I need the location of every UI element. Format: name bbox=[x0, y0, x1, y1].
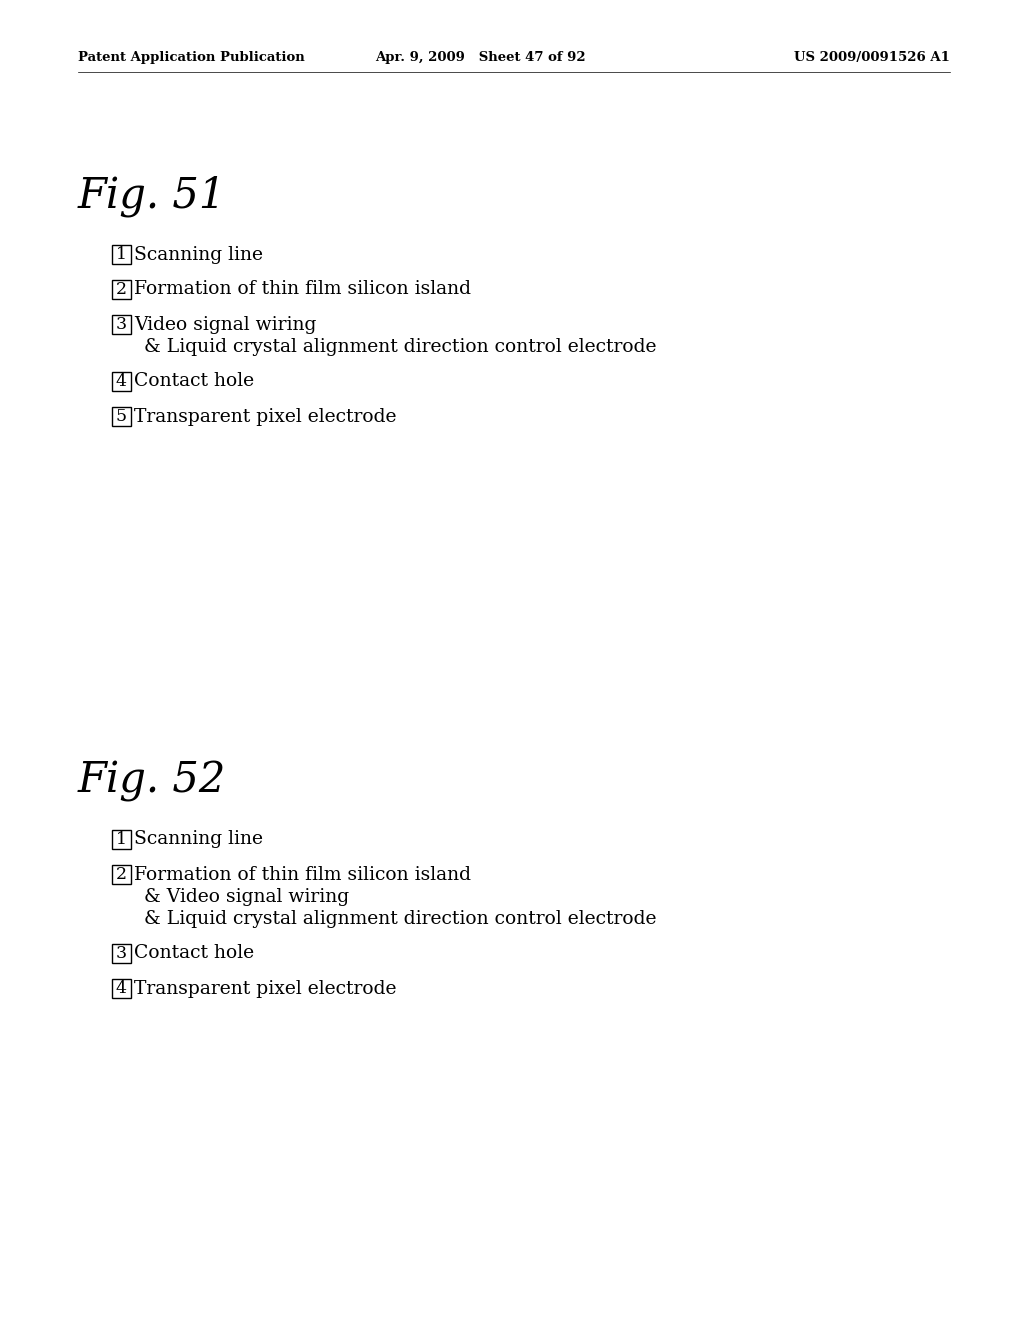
Bar bbox=[112, 246, 131, 264]
Text: & Liquid crystal alignment direction control electrode: & Liquid crystal alignment direction con… bbox=[144, 338, 656, 355]
Text: 1: 1 bbox=[116, 246, 127, 263]
Text: Fig. 51: Fig. 51 bbox=[78, 176, 226, 216]
Text: Apr. 9, 2009   Sheet 47 of 92: Apr. 9, 2009 Sheet 47 of 92 bbox=[375, 50, 586, 63]
Bar bbox=[112, 280, 131, 300]
Text: Patent Application Publication: Patent Application Publication bbox=[78, 50, 305, 63]
Text: Scanning line: Scanning line bbox=[134, 830, 263, 849]
Text: & Liquid crystal alignment direction control electrode: & Liquid crystal alignment direction con… bbox=[144, 909, 656, 928]
Text: 1: 1 bbox=[116, 832, 127, 847]
Bar bbox=[112, 830, 131, 849]
Text: 4: 4 bbox=[116, 979, 127, 997]
Bar bbox=[112, 944, 131, 964]
Text: 3: 3 bbox=[116, 315, 127, 333]
Text: Scanning line: Scanning line bbox=[134, 246, 263, 264]
Bar bbox=[112, 865, 131, 884]
Text: Formation of thin film silicon island: Formation of thin film silicon island bbox=[134, 281, 471, 298]
Text: 4: 4 bbox=[116, 374, 127, 389]
Text: US 2009/0091526 A1: US 2009/0091526 A1 bbox=[795, 50, 950, 63]
Text: & Video signal wiring: & Video signal wiring bbox=[144, 887, 349, 906]
Bar bbox=[112, 315, 131, 334]
Text: Contact hole: Contact hole bbox=[134, 945, 254, 962]
Text: Contact hole: Contact hole bbox=[134, 372, 254, 391]
Text: Formation of thin film silicon island: Formation of thin film silicon island bbox=[134, 866, 471, 883]
Bar bbox=[112, 979, 131, 998]
Bar bbox=[112, 372, 131, 391]
Text: 3: 3 bbox=[116, 945, 127, 962]
Text: Transparent pixel electrode: Transparent pixel electrode bbox=[134, 979, 396, 998]
Text: Video signal wiring: Video signal wiring bbox=[134, 315, 316, 334]
Text: Transparent pixel electrode: Transparent pixel electrode bbox=[134, 408, 396, 425]
Text: 2: 2 bbox=[116, 866, 127, 883]
Bar bbox=[112, 407, 131, 426]
Text: 2: 2 bbox=[116, 281, 127, 298]
Text: 5: 5 bbox=[116, 408, 127, 425]
Text: Fig. 52: Fig. 52 bbox=[78, 760, 226, 803]
